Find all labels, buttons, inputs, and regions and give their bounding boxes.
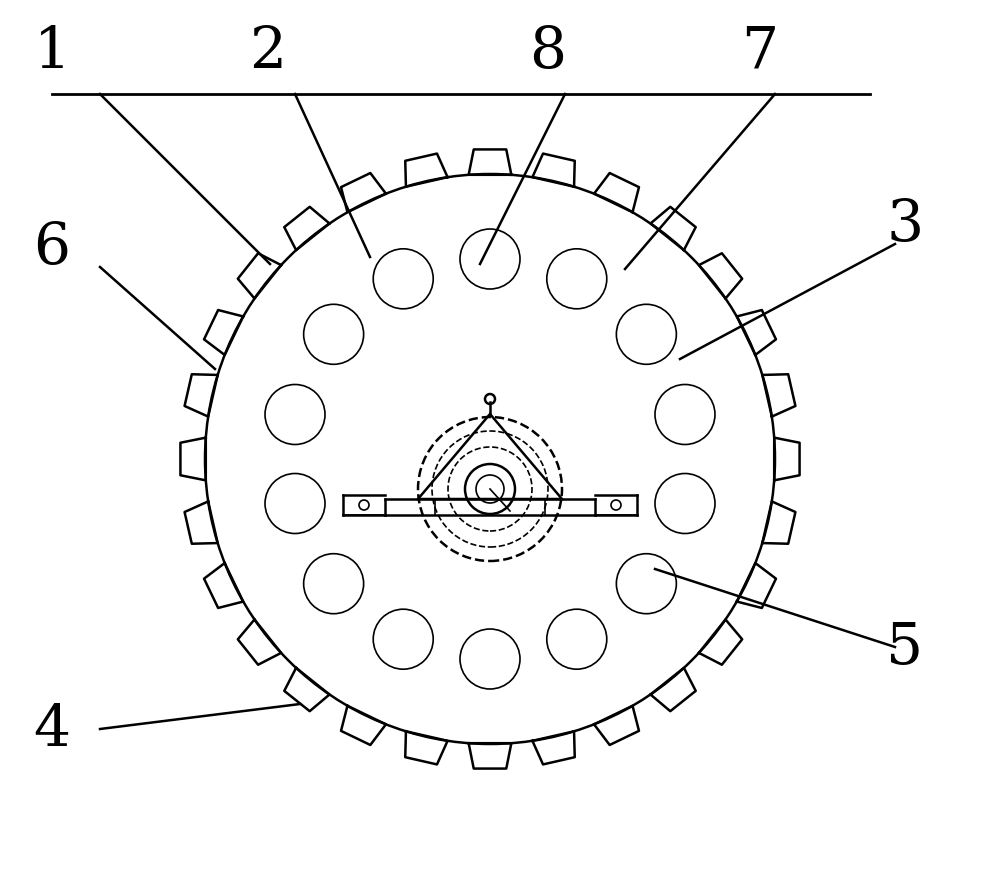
Text: 8: 8 <box>530 24 566 80</box>
Text: 6: 6 <box>34 220 71 275</box>
Text: 2: 2 <box>249 24 287 80</box>
Text: 4: 4 <box>34 702 71 757</box>
Text: 3: 3 <box>886 196 924 253</box>
Text: 5: 5 <box>886 619 924 675</box>
Text: 1: 1 <box>34 24 71 80</box>
Text: 7: 7 <box>741 24 779 80</box>
